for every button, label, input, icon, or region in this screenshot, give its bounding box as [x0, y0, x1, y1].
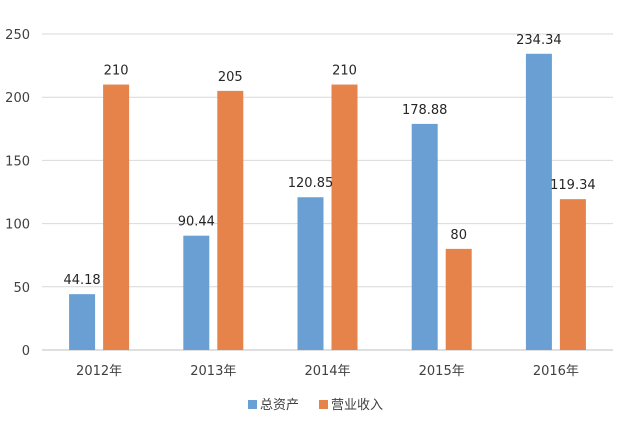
y-tick-label: 100	[5, 218, 30, 233]
legend-label-revenue: 营业收入	[331, 398, 383, 413]
legend-label-assets: 总资产	[260, 398, 299, 413]
data-label-assets-0: 44.18	[63, 273, 100, 288]
legend-swatch-revenue	[319, 400, 328, 409]
bar-assets-1	[183, 235, 210, 350]
data-label-revenue-3: 80	[450, 228, 467, 243]
legend: 总资产 营业收入	[248, 398, 383, 413]
bar-revenue-2	[331, 84, 358, 350]
x-tick-label: 2014年	[304, 364, 350, 379]
data-label-assets-2: 120.85	[288, 176, 334, 191]
y-tick-label: 0	[22, 344, 30, 359]
bar-revenue-1	[217, 90, 244, 350]
data-label-revenue-0: 210	[104, 64, 129, 79]
bar-assets-4	[525, 53, 552, 350]
x-tick-label: 2016年	[533, 364, 579, 379]
x-axis-ticks: 2012年 2013年 2014年 2015年 2016年	[76, 364, 579, 379]
data-label-assets-4: 234.34	[516, 33, 562, 48]
y-tick-label: 150	[5, 154, 30, 169]
legend-swatch-assets	[248, 400, 257, 409]
bar-assets-3	[411, 123, 438, 350]
data-label-assets-3: 178.88	[402, 103, 448, 118]
x-tick-label: 2015年	[419, 364, 465, 379]
data-labels: 44.18 210 90.44 205 120.85 210 178.88 80 234.34 1…	[63, 33, 595, 288]
data-label-revenue-1: 205	[218, 70, 243, 85]
bar-revenue-4	[559, 199, 586, 350]
data-label-assets-1: 90.44	[178, 215, 215, 230]
x-tick-label: 2013年	[190, 364, 236, 379]
y-tick-label: 50	[13, 281, 30, 296]
bar-assets-2	[297, 197, 324, 350]
bars	[69, 53, 586, 350]
y-tick-label: 200	[5, 91, 30, 106]
y-tick-label: 250	[5, 28, 30, 43]
bar-revenue-0	[103, 84, 130, 350]
data-label-revenue-4: 119.34	[550, 178, 596, 193]
bar-revenue-3	[445, 248, 472, 350]
gridlines	[42, 33, 613, 351]
bar-assets-0	[69, 294, 96, 350]
x-tick-label: 2012年	[76, 364, 122, 379]
y-axis-ticks: 0 50 100 150 200 250	[5, 28, 30, 359]
data-label-revenue-2: 210	[332, 64, 357, 79]
